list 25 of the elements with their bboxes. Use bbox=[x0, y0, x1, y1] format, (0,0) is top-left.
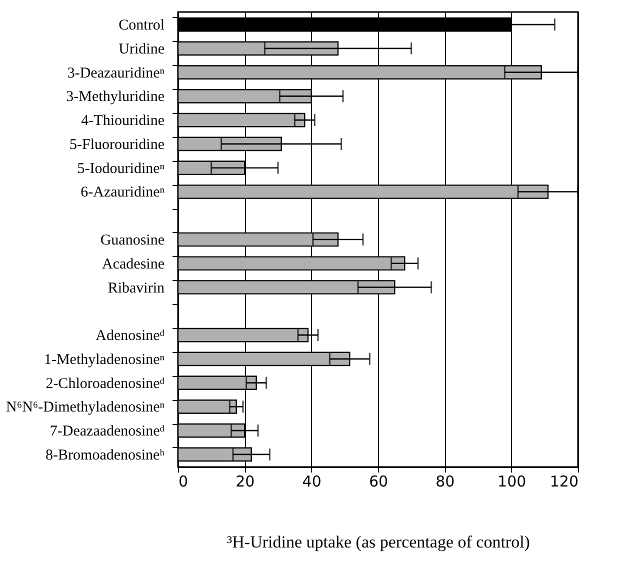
y-tick-label: N⁶N⁶-Dimethyladenosineⁿ bbox=[6, 400, 165, 416]
y-tick-label: Uridine bbox=[118, 41, 165, 58]
y-tick-label: 3-Methyluridine bbox=[66, 89, 165, 106]
y-tick-label: 2-Chloroadenosineᵈ bbox=[46, 376, 165, 392]
y-tick-label: 1-Methyladenosineⁿ bbox=[44, 352, 165, 368]
y-tick-label: 3-Deazauridineⁿ bbox=[67, 65, 165, 82]
y-tick-label: 5-Iodouridineⁿ bbox=[77, 160, 165, 177]
y-tick-label: Control bbox=[118, 18, 164, 34]
x-tick-label: 20 bbox=[236, 472, 255, 490]
y-tick-label: Ribavirin bbox=[108, 280, 165, 296]
x-tick-label: 120 bbox=[550, 472, 578, 490]
x-tick-label: 60 bbox=[368, 472, 388, 490]
y-tick-label: 5-Fluorouridine bbox=[70, 136, 165, 153]
x-tick-label: 40 bbox=[302, 472, 322, 490]
y-tick-label: 6-Azauridineⁿ bbox=[80, 184, 165, 201]
x-tick-label: 0 bbox=[178, 472, 188, 490]
x-tick-label: 100 bbox=[498, 472, 526, 490]
x-axis-title: ³H-Uridine uptake (as percentage of control) bbox=[227, 532, 530, 552]
x-tick-label: 80 bbox=[436, 472, 455, 490]
y-tick-label: 8-Bromoadenosineʰ bbox=[46, 447, 165, 464]
y-tick-label: Guanosine bbox=[100, 232, 165, 248]
y-tick-label: 4-Thiouridine bbox=[81, 113, 165, 130]
y-tick-label: Acadesine bbox=[102, 256, 165, 272]
y-tick-label: Adenosineᵈ bbox=[96, 328, 165, 344]
y-tick-label: 7-Deazaadenosineᵈ bbox=[50, 424, 165, 440]
